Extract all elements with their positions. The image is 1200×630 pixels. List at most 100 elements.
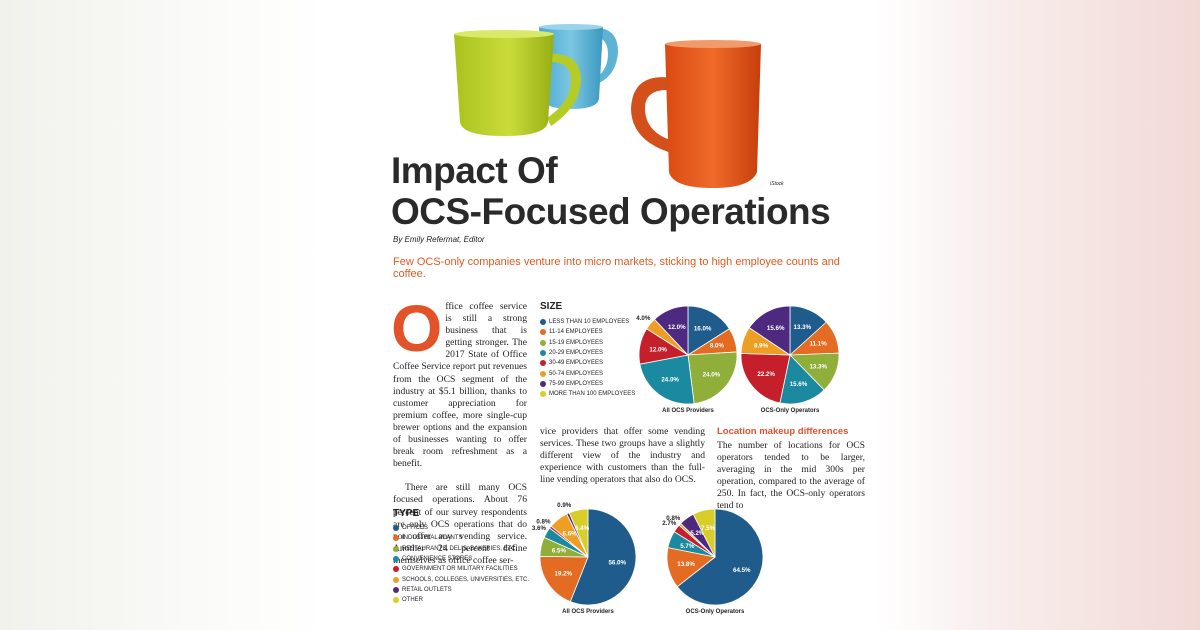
pie-data-label: 0.8% — [536, 519, 551, 526]
legend-label: GOVERNMENT OR MILITARY FACILITIES — [402, 566, 518, 573]
pie-data-label: 15.6% — [790, 381, 808, 388]
pie-data-label: 5.7% — [680, 543, 695, 550]
pie-data-label: 6.6% — [563, 531, 578, 538]
pie-data-label: 11.1% — [810, 341, 828, 348]
legend-swatch — [393, 576, 399, 583]
legend-swatch — [393, 525, 399, 532]
legend-item: LESS THAN 10 EMPLOYEES — [540, 317, 635, 327]
legend-item: 75-99 EMPLOYEES — [540, 379, 635, 389]
legend-item: 11-14 EMPLOYEES — [540, 327, 635, 337]
headline-line-2: OCS-Focused Operations — [391, 191, 831, 232]
pie-data-label: 2.7% — [662, 520, 677, 527]
pie-data-label: 8.0% — [710, 343, 725, 350]
legend-swatch — [540, 380, 546, 387]
pie-slice — [687, 351, 738, 405]
legend-label: 15-19 EMPLOYEES — [549, 339, 604, 346]
byline: By Emily Refermat, Editor — [393, 235, 485, 244]
legend-item: RETAIL OUTLETS — [393, 585, 529, 595]
legend-item: INDUSTRIAL PLANTS — [393, 533, 529, 543]
photo-credit: iStock — [770, 181, 784, 187]
pie-data-label: 6.4% — [575, 525, 590, 532]
legend-item: RESTAURANTS, DELIS, BAKERIES, ETC. — [393, 544, 529, 554]
legend-swatch — [393, 545, 399, 552]
pie-slice — [692, 508, 716, 558]
pie-data-label: 4.0% — [636, 315, 651, 322]
legend-swatch — [393, 566, 399, 573]
legend-label: 20-29 EMPLOYEES — [549, 350, 604, 357]
pie-data-label: 24.0% — [703, 371, 721, 378]
size-legend: LESS THAN 10 EMPLOYEES 11-14 EMPLOYEES 15-… — [540, 317, 635, 399]
pie-slice — [568, 508, 589, 558]
legend-label: SCHOOLS, COLLEGES, UNIVERSITIES, ETC. — [402, 576, 530, 583]
article-paragraph: There are still many OCS focused operati… — [393, 482, 527, 566]
type-pie-caption: OCS-Only Operators — [685, 609, 745, 615]
pie-data-label: 12.0% — [668, 324, 686, 331]
pie-data-label: 22.2% — [757, 371, 775, 378]
legend-item: MORE THAN 100 EMPLOYEES — [540, 389, 635, 399]
legend-label: LESS THAN 10 EMPLOYEES — [549, 319, 630, 326]
size-pie-caption: OCS-Only Operators — [760, 408, 820, 414]
legend-swatch — [540, 391, 546, 398]
size-chart-title: SIZE — [540, 301, 563, 312]
article-paragraph: vice providers that offer some vending s… — [540, 426, 705, 486]
pie-data-label: 12.0% — [649, 346, 667, 353]
article-column-2: vice providers that offer some vending s… — [540, 426, 705, 486]
pie-slice — [740, 353, 791, 404]
legend-swatch — [540, 319, 546, 326]
pie-data-label: 15.6% — [767, 325, 785, 332]
legend-swatch — [393, 556, 399, 563]
pie-data-label: 8.9% — [754, 343, 769, 350]
pie-slice — [676, 508, 764, 606]
pie-data-label: 5.2% — [690, 530, 705, 537]
legend-swatch — [393, 597, 399, 604]
type-chart-title: TYPE — [393, 508, 420, 519]
coffee-mugs-image — [454, 24, 761, 188]
green-mug — [454, 30, 581, 136]
legend-swatch — [540, 360, 546, 367]
pie-slice — [687, 305, 730, 356]
pie-data-label: 19.2% — [555, 571, 573, 578]
type-pie-all-ocs-providers: 56.0% 19.2% 6.5% 3.6%0.8% 6.6% 0.9% 6.4% — [532, 502, 637, 606]
pie-data-label: 0.8% — [666, 515, 681, 522]
pie-slice — [653, 305, 689, 357]
legend-swatch — [540, 339, 546, 346]
pie-data-label: 56.0% — [608, 560, 626, 567]
pie-data-label: 3.6% — [532, 525, 547, 532]
legend-item: 50-74 EMPLOYEES — [540, 368, 635, 378]
legend-item: OFFICES — [393, 523, 529, 533]
pie-data-label: 13.3% — [794, 324, 812, 331]
section-heading: Location makeup differences — [717, 426, 849, 437]
legend-item: 30-49 EMPLOYEES — [540, 358, 635, 368]
type-pie-ocs-only-operators: 64.5% 13.8% 5.7% 2.7%0.8% 5.2%7.5% — [662, 508, 764, 606]
type-pie-caption: All OCS Providers — [562, 609, 614, 615]
legend-swatch — [540, 370, 546, 377]
legend-label: 75-99 EMPLOYEES — [549, 380, 604, 387]
pie-data-label: 24.0% — [661, 377, 679, 384]
pie-slice — [748, 305, 791, 356]
headline-line-1: Impact Of — [391, 150, 558, 191]
pie-data-label: 6.5% — [552, 548, 567, 555]
pie-data-label: 13.8% — [677, 561, 695, 568]
pie-data-label: 7.5% — [701, 525, 716, 532]
pie-data-label: 13.3% — [809, 363, 827, 370]
pie-data-label: 16.0% — [694, 325, 712, 332]
legend-item: CONVENIENCE STORES — [393, 554, 529, 564]
legend-label: 50-74 EMPLOYEES — [549, 370, 604, 377]
legend-swatch — [540, 329, 546, 336]
legend-label: CONVENIENCE STORES — [402, 556, 473, 563]
legend-item: SCHOOLS, COLLEGES, UNIVERSITIES, ETC. — [393, 574, 529, 584]
legend-item: 20-29 EMPLOYEES — [540, 348, 635, 358]
deck-subtitle: Few OCS-only companies venture into micr… — [393, 256, 840, 280]
legend-label: OFFICES — [402, 525, 429, 532]
headline: Impact Of OCS-Focused Operations — [391, 150, 861, 232]
legend-label: OTHER — [402, 597, 423, 604]
magazine-page: iStock Impact Of OCS-Focused Operations … — [327, 0, 874, 630]
drop-cap: O — [391, 291, 443, 365]
legend-label: RESTAURANTS, DELIS, BAKERIES, ETC. — [402, 545, 518, 552]
size-pie-ocs-only-operators: 13.3% 11.1% 13.3% 15.6% 22.2% 8.9% 15.6% — [740, 305, 840, 405]
legend-item: OTHER — [393, 595, 529, 605]
size-pie-all-ocs-providers: 16.0% 8.0% 24.0% 24.0% 12.0% 4.0% 12.0% — [636, 305, 738, 405]
pie-slice — [539, 555, 589, 603]
